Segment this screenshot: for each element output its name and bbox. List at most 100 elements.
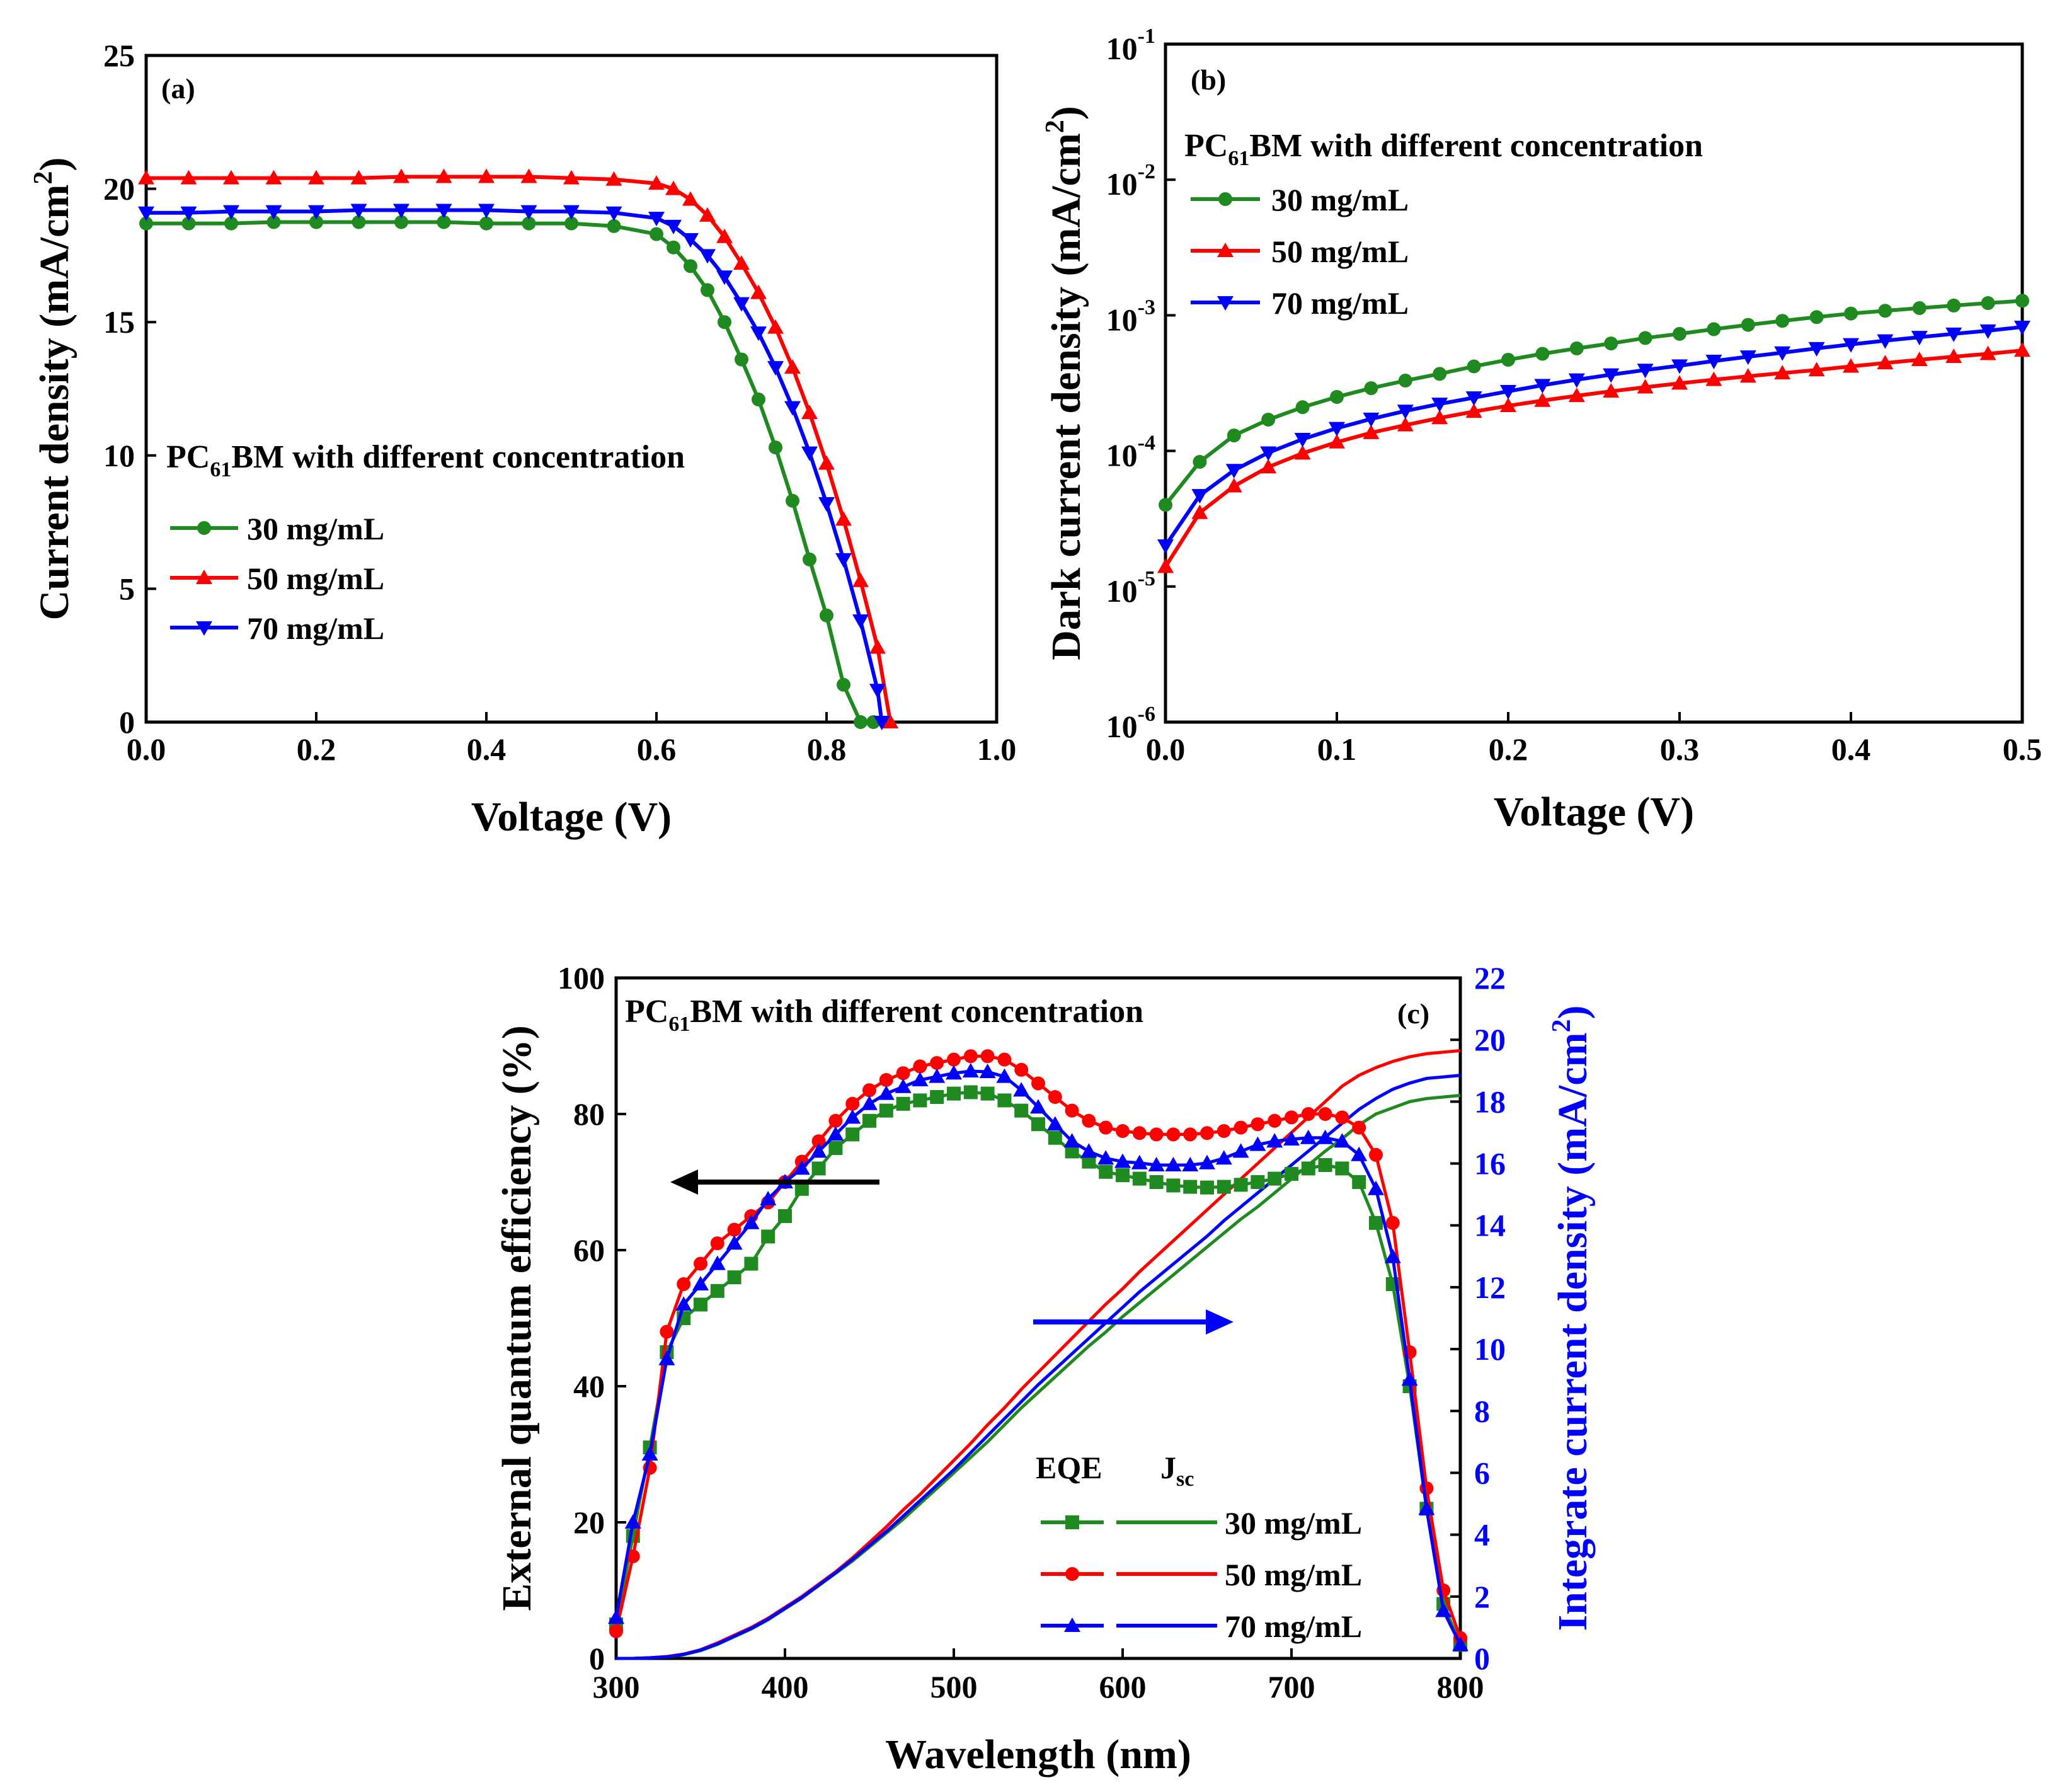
arrow-right-jsc xyxy=(1033,1309,1234,1335)
x-tick-label: 0.0 xyxy=(1146,732,1186,767)
x-tick-label: 1.0 xyxy=(977,732,1017,767)
panel-label: (b) xyxy=(1191,64,1226,96)
y2-tick-label: 18 xyxy=(1474,1084,1506,1119)
legend-marker xyxy=(1217,243,1234,257)
data-point xyxy=(1671,375,1688,390)
data-point xyxy=(224,216,238,231)
data-point xyxy=(744,1256,759,1271)
data-point xyxy=(1082,1154,1096,1169)
series-line-30 mg/mL xyxy=(146,220,874,724)
data-point xyxy=(1329,422,1345,437)
data-point xyxy=(878,1085,895,1100)
legend-label: 70 mg/mL xyxy=(1225,1609,1362,1644)
data-point xyxy=(1283,1130,1300,1146)
data-point xyxy=(1398,374,1412,388)
data-point xyxy=(1433,367,1447,381)
legend-label: 30 mg/mL xyxy=(247,511,384,546)
data-point xyxy=(522,216,536,231)
y2-tick-label: 4 xyxy=(1474,1517,1490,1553)
data-point xyxy=(727,1222,741,1237)
data-point xyxy=(648,175,665,190)
data-point xyxy=(1149,1175,1164,1189)
x-tick-label: 500 xyxy=(930,1669,978,1704)
data-point xyxy=(869,684,886,699)
data-point xyxy=(563,169,580,185)
data-point xyxy=(854,715,867,729)
data-point xyxy=(520,205,537,220)
data-point xyxy=(810,1143,827,1158)
y2-tick-label: 8 xyxy=(1474,1393,1490,1428)
data-point xyxy=(181,216,196,231)
data-point xyxy=(665,180,682,195)
data-point xyxy=(1301,1161,1315,1176)
data-point xyxy=(1268,1171,1282,1186)
data-point xyxy=(677,1277,691,1291)
data-point xyxy=(1603,368,1620,383)
panel-label: (c) xyxy=(1397,997,1429,1030)
data-point xyxy=(352,215,366,229)
data-point xyxy=(1363,412,1380,427)
data-point xyxy=(1774,346,1791,361)
legend-label: 50 mg/mL xyxy=(1271,234,1409,269)
legend-col-eqe: EQE xyxy=(1036,1450,1102,1485)
data-point xyxy=(138,169,154,185)
data-point xyxy=(1979,324,1996,339)
data-point xyxy=(862,1113,876,1128)
data-point xyxy=(895,1078,912,1093)
data-point xyxy=(641,1446,658,1461)
data-point xyxy=(963,1049,978,1064)
data-point xyxy=(1159,498,1172,512)
data-point xyxy=(818,455,835,470)
data-point xyxy=(1217,1180,1231,1194)
data-point xyxy=(1397,405,1414,420)
data-point xyxy=(1465,391,1482,406)
data-point xyxy=(1705,371,1722,386)
data-point xyxy=(180,169,197,185)
data-point xyxy=(1225,464,1242,479)
data-point xyxy=(1260,446,1277,461)
data-point xyxy=(1534,392,1551,407)
data-point xyxy=(1431,410,1448,425)
data-point xyxy=(1200,1180,1214,1195)
data-point xyxy=(1363,424,1380,439)
data-point xyxy=(710,1236,724,1251)
data-point xyxy=(896,1066,910,1081)
data-point xyxy=(1048,1090,1062,1104)
y2-tick-label: 14 xyxy=(1474,1208,1506,1243)
y-tick-label: 40 xyxy=(573,1369,605,1404)
data-point xyxy=(997,1093,1012,1108)
data-point xyxy=(879,1103,893,1118)
data-point xyxy=(760,1191,777,1205)
data-point xyxy=(1878,304,1892,318)
y-tick-label: 10-5 xyxy=(1106,567,1155,609)
x-tick-label: 0.8 xyxy=(807,732,847,767)
data-point xyxy=(694,1297,707,1312)
legend-marker xyxy=(196,570,212,584)
y2-tick-label: 2 xyxy=(1474,1579,1490,1614)
data-point xyxy=(1911,351,1928,366)
x-tick-label: 0.3 xyxy=(1660,732,1700,767)
data-point xyxy=(1330,389,1344,404)
series-line-30 mg/mL xyxy=(1164,299,2023,507)
data-point xyxy=(733,297,750,312)
y-tick-label: 80 xyxy=(573,1096,605,1132)
data-point xyxy=(1775,314,1790,328)
data-point xyxy=(660,1324,674,1339)
data-point xyxy=(1193,455,1207,469)
data-point xyxy=(1234,1178,1248,1192)
panel-a-plot-frame xyxy=(144,54,999,724)
data-point xyxy=(1166,1127,1181,1142)
data-point xyxy=(1063,1133,1080,1148)
legend-marker xyxy=(197,521,211,535)
y-tick-label: 5 xyxy=(119,571,135,606)
data-point xyxy=(882,714,899,728)
data-point xyxy=(266,215,281,229)
data-point xyxy=(818,497,835,512)
data-point xyxy=(1385,1215,1400,1230)
x-axis-label: Voltage (V) xyxy=(471,794,672,840)
data-point xyxy=(1116,1124,1130,1138)
data-point xyxy=(665,219,682,234)
data-point xyxy=(861,1095,878,1110)
data-point xyxy=(1334,1133,1351,1148)
legend-label: 30 mg/mL xyxy=(1271,182,1409,217)
